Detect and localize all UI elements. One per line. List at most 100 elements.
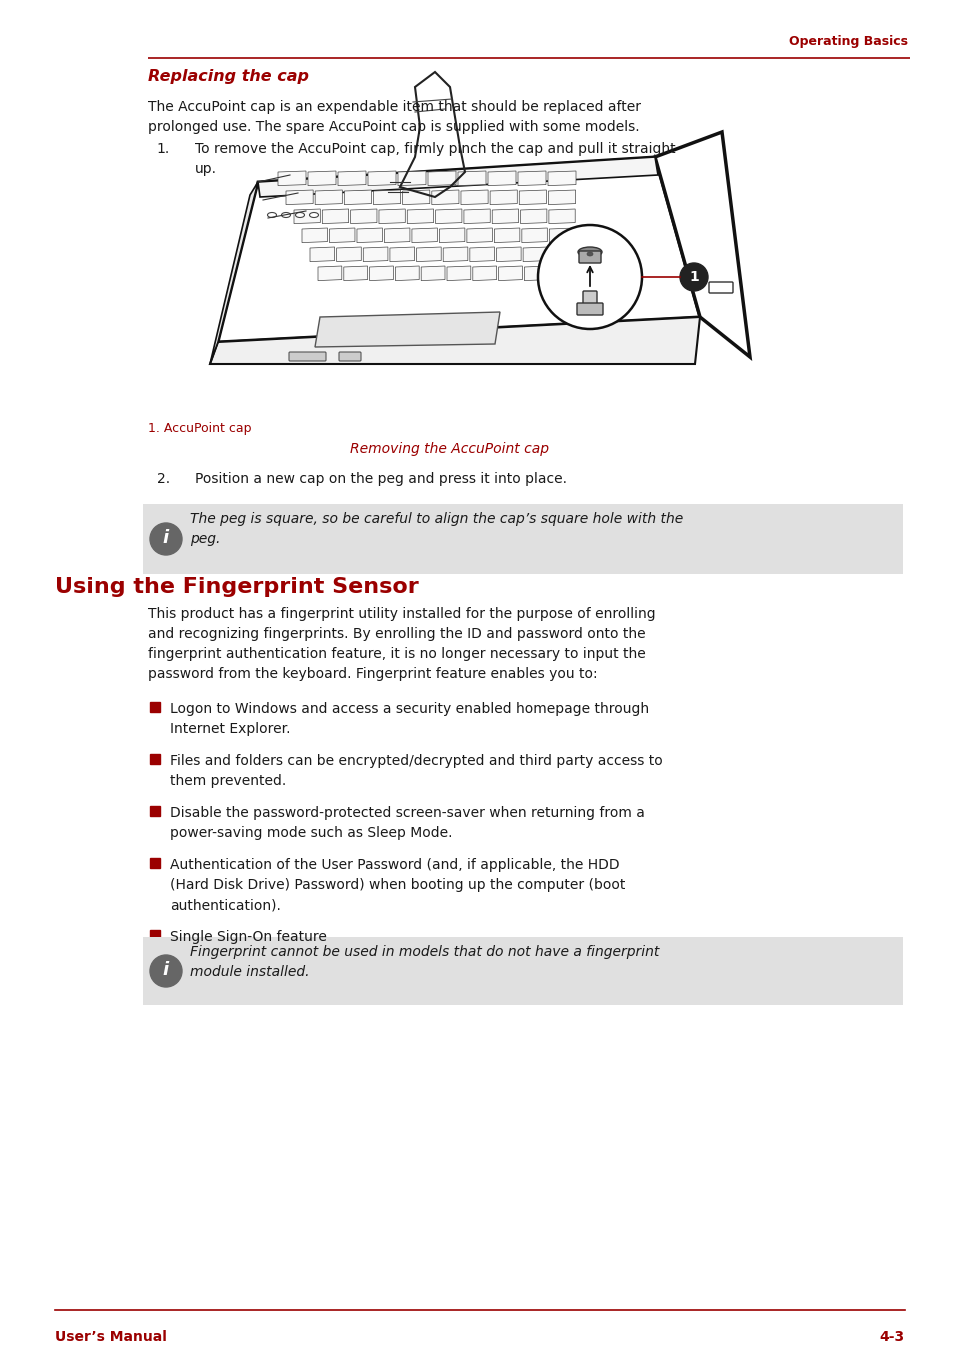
Polygon shape [550,266,574,281]
Ellipse shape [295,212,304,218]
Circle shape [150,523,182,556]
Polygon shape [337,170,366,185]
Bar [150,806,160,817]
FancyBboxPatch shape [143,504,902,575]
Polygon shape [277,170,306,185]
Polygon shape [257,157,658,197]
Polygon shape [395,266,418,281]
FancyBboxPatch shape [143,937,902,1005]
Polygon shape [457,170,485,185]
Polygon shape [402,191,430,204]
Polygon shape [294,210,320,223]
Text: Files and folders can be encrypted/decrypted and third party access to
them prev: Files and folders can be encrypted/decry… [170,754,662,788]
Polygon shape [488,170,516,185]
Text: Single Sign-On feature: Single Sign-On feature [170,930,327,944]
FancyBboxPatch shape [289,352,326,361]
Polygon shape [416,247,440,261]
Ellipse shape [281,212,291,218]
Bar [150,754,160,764]
Polygon shape [518,191,546,204]
Polygon shape [344,191,371,204]
Polygon shape [548,210,575,223]
Polygon shape [517,170,545,185]
Polygon shape [336,247,361,261]
Polygon shape [576,266,599,281]
Text: Removing the AccuPoint cap: Removing the AccuPoint cap [350,442,549,456]
Polygon shape [439,228,464,242]
Text: The AccuPoint cap is an expendable item that should be replaced after
prolonged : The AccuPoint cap is an expendable item … [148,100,640,134]
Polygon shape [378,210,405,223]
Text: 4-3: 4-3 [879,1330,904,1344]
Polygon shape [655,132,749,357]
Polygon shape [397,170,426,185]
Polygon shape [421,266,444,281]
Polygon shape [548,191,575,204]
Text: The peg is square, so be careful to align the cap’s square hole with the
peg.: The peg is square, so be careful to alig… [190,512,682,546]
Polygon shape [343,266,367,281]
Text: Logon to Windows and access a security enabled homepage through
Internet Explore: Logon to Windows and access a security e… [170,702,648,735]
Text: User’s Manual: User’s Manual [55,1330,167,1344]
Polygon shape [492,210,518,223]
Polygon shape [447,266,471,281]
Polygon shape [210,316,700,364]
Polygon shape [520,210,546,223]
Polygon shape [363,247,388,261]
Polygon shape [310,247,335,261]
Text: 1: 1 [688,270,699,284]
Circle shape [537,224,641,329]
Polygon shape [496,247,520,261]
Polygon shape [469,247,494,261]
Polygon shape [308,170,335,185]
Text: 2.: 2. [156,472,170,485]
Text: Authentication of the User Password (and, if applicable, the HDD
(Hard Disk Driv: Authentication of the User Password (and… [170,859,625,913]
Polygon shape [549,228,575,242]
Ellipse shape [309,212,318,218]
Polygon shape [356,228,382,242]
Polygon shape [373,191,400,204]
Ellipse shape [578,247,601,257]
Text: Replacing the cap: Replacing the cap [148,69,309,84]
Text: Using the Fingerprint Sensor: Using the Fingerprint Sensor [55,577,418,598]
Polygon shape [524,266,548,281]
Circle shape [679,264,707,291]
Text: Disable the password-protected screen-saver when returning from a
power-saving m: Disable the password-protected screen-sa… [170,806,644,840]
Text: i: i [163,529,169,548]
Polygon shape [473,266,497,281]
Text: i: i [163,961,169,979]
Polygon shape [436,210,461,223]
Polygon shape [412,228,436,242]
Polygon shape [390,247,415,261]
Polygon shape [428,170,456,185]
Polygon shape [329,228,355,242]
Text: To remove the AccuPoint cap, firmly pinch the cap and pull it straight
up.: To remove the AccuPoint cap, firmly pinc… [194,142,675,176]
Ellipse shape [586,251,593,256]
Polygon shape [463,210,490,223]
Polygon shape [466,228,492,242]
Text: 1.: 1. [156,142,170,155]
Polygon shape [432,191,458,204]
Polygon shape [547,170,576,185]
Text: Position a new cap on the peg and press it into place.: Position a new cap on the peg and press … [194,472,566,485]
Polygon shape [498,266,522,281]
Polygon shape [549,247,574,261]
Ellipse shape [267,212,276,218]
Polygon shape [314,312,499,347]
FancyBboxPatch shape [577,303,602,315]
FancyBboxPatch shape [338,352,360,361]
Polygon shape [210,183,257,364]
Circle shape [150,955,182,987]
FancyBboxPatch shape [582,291,597,307]
Bar [150,930,160,940]
Polygon shape [302,228,327,242]
Polygon shape [322,210,348,223]
Text: This product has a fingerprint utility installed for the purpose of enrolling
an: This product has a fingerprint utility i… [148,607,655,681]
Bar [150,859,160,868]
Polygon shape [369,266,393,281]
Text: Fingerprint cannot be used in models that do not have a fingerprint
module insta: Fingerprint cannot be used in models tha… [190,945,659,979]
Polygon shape [314,191,342,204]
FancyBboxPatch shape [708,283,732,293]
Polygon shape [384,228,410,242]
FancyBboxPatch shape [578,251,600,264]
Polygon shape [460,191,488,204]
Polygon shape [443,247,467,261]
